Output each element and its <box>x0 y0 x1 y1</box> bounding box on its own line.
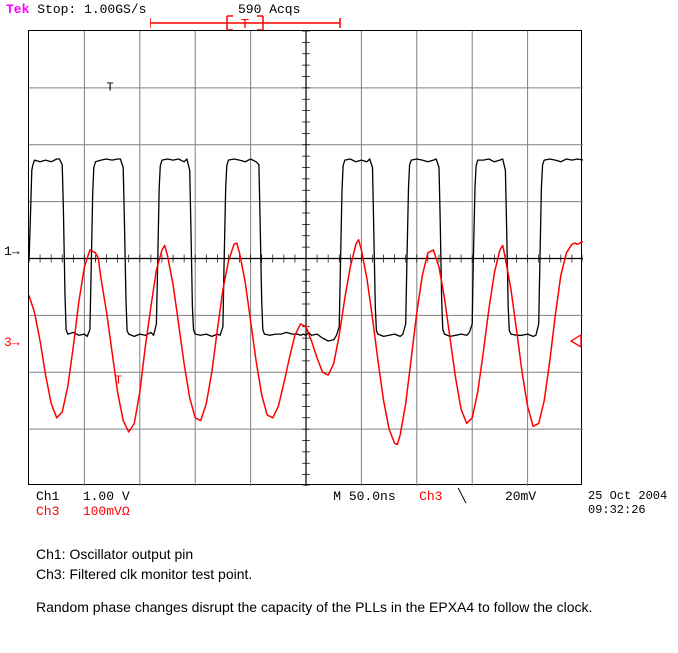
trig-level: 20mV <box>505 489 536 504</box>
caption-note: Random phase changes disrupt the capacit… <box>36 598 636 618</box>
brand-label: Tek <box>6 2 29 17</box>
svg-text:T: T <box>115 374 122 388</box>
trig-edge-icon: ╲ <box>458 489 466 504</box>
date-label: 25 Oct 2004 <box>588 489 667 503</box>
channel-info-bar: Ch1 1.00 V M 50.0ns Ch3 ╲ 20mV Ch3 100mV… <box>36 489 596 519</box>
ch1-label: Ch1 <box>36 489 59 504</box>
oscilloscope-plot: TT <box>28 30 582 485</box>
timestamp: 25 Oct 2004 09:32:26 <box>588 489 667 517</box>
ch1-scale: 1.00 V <box>83 489 130 504</box>
trig-source: Ch3 <box>419 489 442 504</box>
stop-label: Stop: 1.00GS/s <box>37 2 146 17</box>
ch1-ground-marker: 1→ <box>4 244 20 259</box>
svg-text:T: T <box>107 81 114 95</box>
caption-block: Ch1: Oscillator output pin Ch3: Filtered… <box>36 545 636 618</box>
caption-ch3: Ch3: Filtered clk monitor test point. <box>36 565 636 585</box>
ch3-label: Ch3 <box>36 504 59 519</box>
time-label: 09:32:26 <box>588 503 667 517</box>
caption-ch1: Ch1: Oscillator output pin <box>36 545 636 565</box>
ch3-ground-marker: 3→ <box>4 335 20 350</box>
ch3-scale: 100mVΩ <box>83 504 130 519</box>
timebase-label: M 50.0ns <box>333 489 395 504</box>
